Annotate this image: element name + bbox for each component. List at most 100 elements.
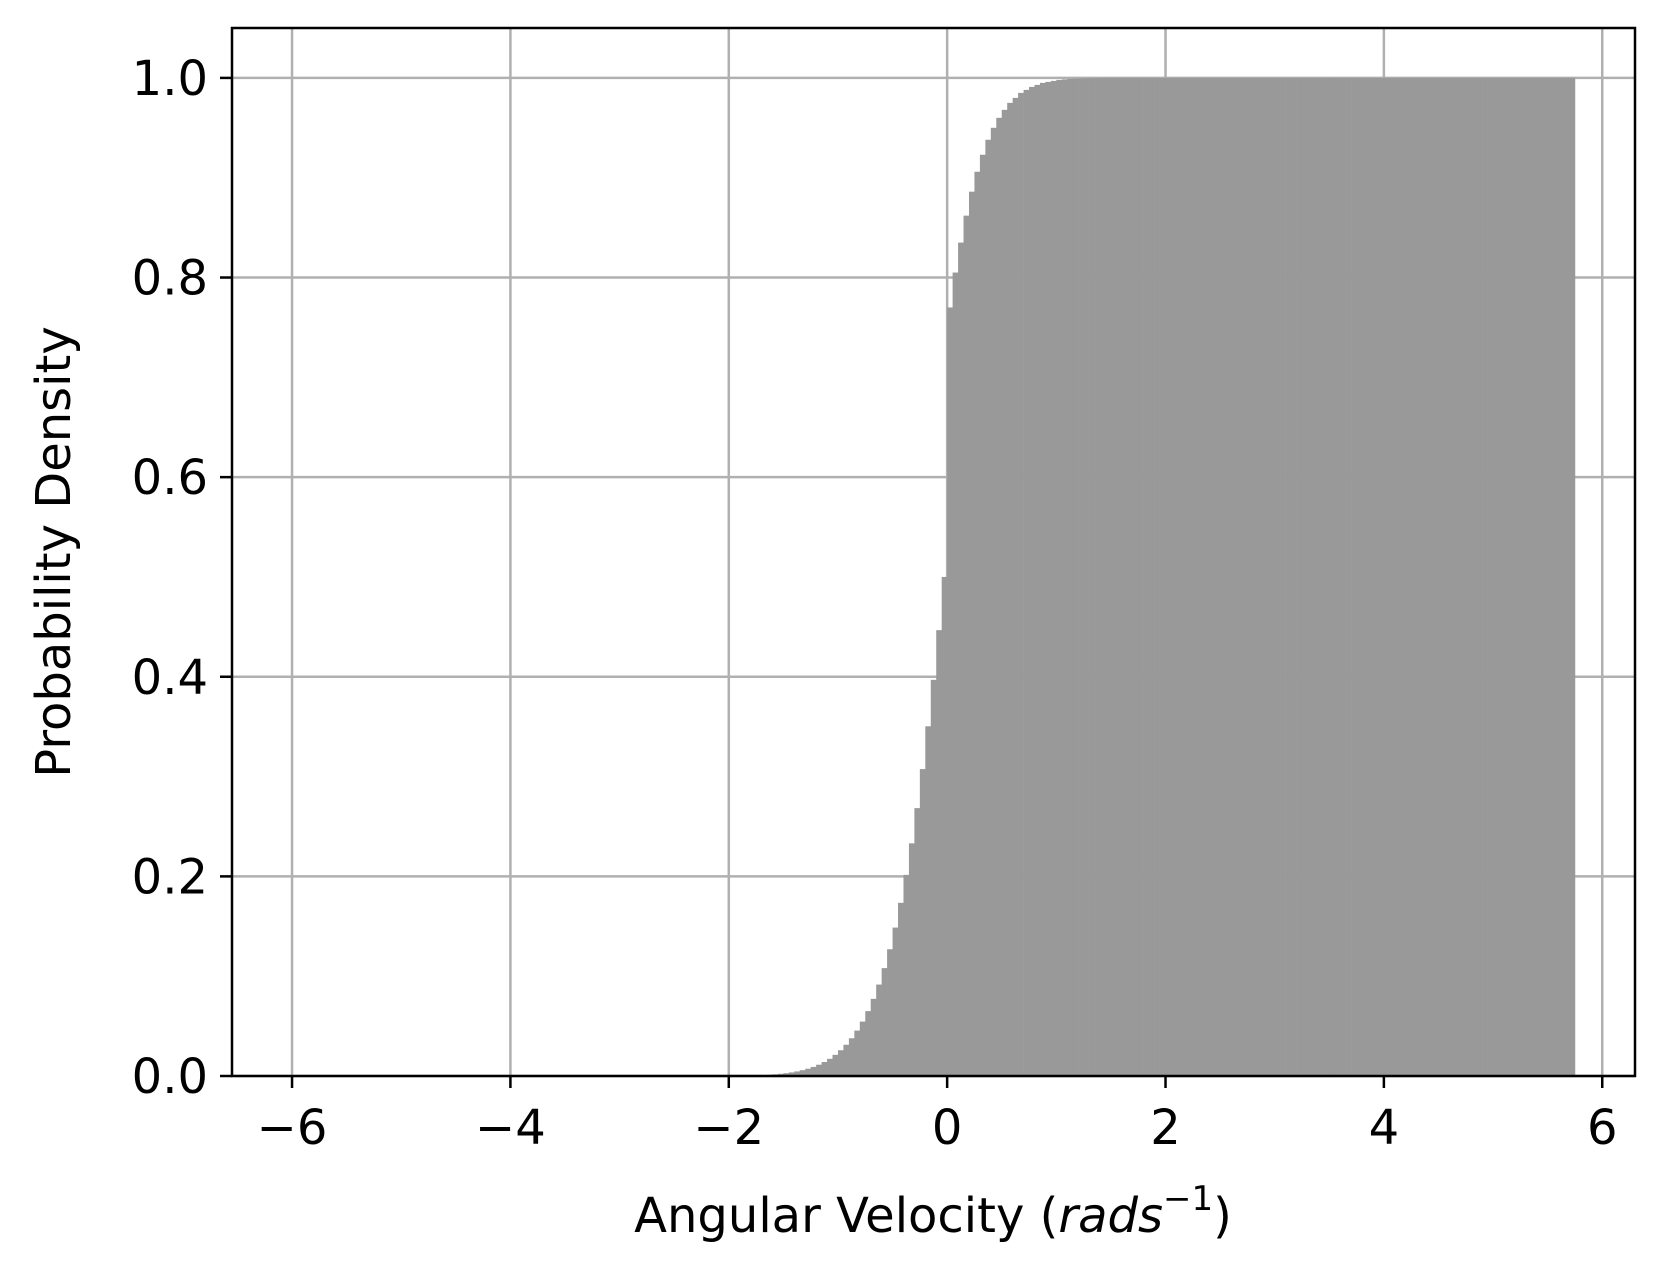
- histogram-bar: [1318, 78, 1324, 1076]
- histogram-bar: [860, 1022, 866, 1076]
- histogram-bar: [1291, 78, 1297, 1076]
- histogram-bar: [1373, 78, 1379, 1076]
- x-tick-label: 6: [1587, 1100, 1618, 1156]
- histogram-bar: [1253, 78, 1259, 1076]
- histogram-bar: [1029, 87, 1035, 1076]
- histogram-bar: [1056, 80, 1062, 1076]
- y-axis-title: Probability Density: [26, 326, 82, 777]
- histogram-bar: [1411, 78, 1417, 1076]
- histogram-bar: [854, 1031, 860, 1076]
- histogram-bar: [1357, 78, 1363, 1076]
- histogram-bar: [1127, 78, 1133, 1076]
- histogram-bar: [882, 968, 888, 1076]
- histogram-bar: [1089, 78, 1095, 1076]
- histogram-bar: [1395, 78, 1401, 1076]
- histogram-bar: [925, 726, 931, 1076]
- y-tick-label: 0.2: [132, 849, 208, 905]
- x-tick-label: 4: [1369, 1100, 1400, 1156]
- histogram-bar: [1340, 78, 1346, 1076]
- histogram-bar: [1302, 78, 1308, 1076]
- histogram-bar: [1553, 78, 1559, 1076]
- histogram-bar: [1095, 78, 1101, 1076]
- histogram-bar: [1438, 78, 1444, 1076]
- histogram-bar: [1182, 78, 1188, 1076]
- histogram-bar: [1051, 81, 1057, 1076]
- histogram-bar: [958, 243, 964, 1076]
- histogram-bar: [1297, 78, 1303, 1076]
- histogram-bar: [1564, 78, 1570, 1076]
- histogram-bar: [1542, 78, 1548, 1076]
- histogram-bar: [1236, 78, 1242, 1076]
- histogram-bar: [1313, 78, 1319, 1076]
- histogram-bar: [1526, 78, 1532, 1076]
- histogram-bar: [865, 1011, 871, 1076]
- histogram-bar: [1144, 78, 1150, 1076]
- histogram-bar: [1509, 78, 1515, 1076]
- histogram-bar: [1013, 98, 1019, 1076]
- histogram-bar: [1488, 78, 1494, 1076]
- histogram-bar: [1078, 78, 1084, 1076]
- histogram-bar: [1362, 78, 1368, 1076]
- histogram-bar: [1105, 78, 1111, 1076]
- histogram-bar: [1499, 78, 1505, 1076]
- histogram-bar: [1258, 78, 1264, 1076]
- histogram-bar: [1389, 78, 1395, 1076]
- histogram-bar: [1220, 78, 1226, 1076]
- histogram-bar: [1116, 78, 1122, 1076]
- x-axis-title: Angular Velocity (rads−1): [634, 1179, 1232, 1244]
- histogram-bar: [1187, 78, 1193, 1076]
- histogram-bar: [1269, 78, 1275, 1076]
- histogram-bar: [1460, 78, 1466, 1076]
- histogram-bar: [1018, 93, 1024, 1076]
- histogram-bar: [1504, 78, 1510, 1076]
- histogram-bar: [849, 1038, 855, 1076]
- histogram-bar: [980, 155, 986, 1076]
- histogram-bar: [1073, 79, 1079, 1076]
- histogram-bar: [893, 928, 899, 1076]
- histogram-bar: [816, 1065, 822, 1076]
- histogram-bar: [833, 1055, 839, 1076]
- histogram-bar: [1559, 78, 1565, 1076]
- histogram-bar: [1515, 78, 1521, 1076]
- histogram-bars: [751, 78, 1576, 1076]
- histogram-bar: [876, 985, 882, 1076]
- histogram-bar: [1422, 78, 1428, 1076]
- histogram-bar: [1482, 78, 1488, 1076]
- histogram-bar: [1084, 78, 1090, 1076]
- y-tick-label: 0.4: [132, 650, 208, 706]
- histogram-bar: [1449, 78, 1455, 1076]
- histogram-bar: [1286, 78, 1292, 1076]
- x-tick-label: −2: [693, 1100, 764, 1156]
- histogram-bar: [898, 903, 904, 1076]
- histogram-bar: [1209, 78, 1215, 1076]
- histogram-bar: [1368, 78, 1374, 1076]
- histogram-bar: [920, 769, 926, 1076]
- histogram-bar: [1226, 78, 1232, 1076]
- histogram-bar: [969, 192, 975, 1076]
- histogram-bar: [1433, 78, 1439, 1076]
- histogram-bar: [1007, 103, 1013, 1076]
- y-tick-label: 1.0: [132, 51, 208, 107]
- histogram-bar: [985, 140, 991, 1076]
- histogram-bar: [827, 1059, 833, 1076]
- histogram-bar: [1378, 78, 1384, 1076]
- histogram-bar: [1346, 78, 1352, 1076]
- histogram-bar: [1569, 78, 1575, 1076]
- y-tick-label: 0.8: [132, 251, 208, 307]
- histogram-bar: [1329, 78, 1335, 1076]
- histogram-bar: [996, 118, 1002, 1076]
- histogram-bar: [811, 1067, 817, 1076]
- histogram-bar: [1455, 78, 1461, 1076]
- histogram-bar: [1045, 82, 1051, 1076]
- histogram-bar: [953, 273, 959, 1076]
- histogram-bar: [1204, 78, 1210, 1076]
- histogram-bar: [1160, 78, 1166, 1076]
- histogram-bar: [1335, 78, 1341, 1076]
- histogram-bar: [1215, 78, 1221, 1076]
- histogram-bar: [1193, 78, 1199, 1076]
- x-tick-label: −4: [475, 1100, 546, 1156]
- x-tick-label: −6: [257, 1100, 328, 1156]
- histogram-bar: [838, 1050, 844, 1076]
